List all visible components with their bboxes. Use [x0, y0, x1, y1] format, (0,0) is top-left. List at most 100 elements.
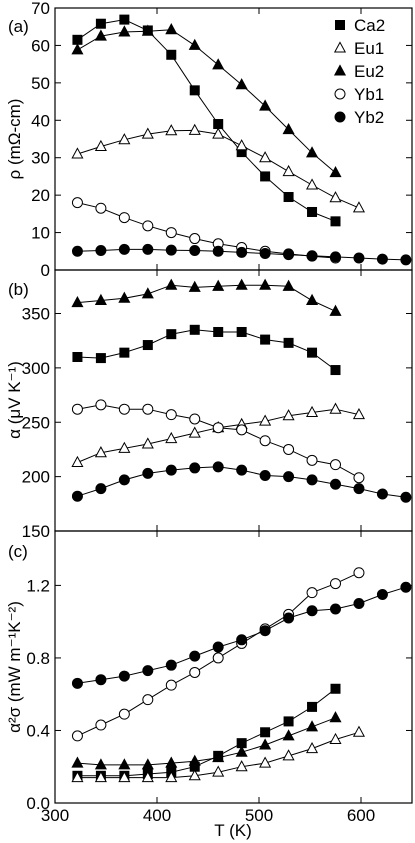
data-point-yb2 [330, 478, 341, 490]
y-tick-label: 300 [22, 359, 50, 378]
data-point-eu2 [259, 99, 272, 111]
data-point-ca2 [119, 14, 130, 25]
y-tick-label: 60 [31, 36, 50, 55]
data-point-ca2 [72, 34, 83, 45]
data-point-yb2 [259, 470, 271, 482]
data-point-yb2 [236, 464, 248, 476]
data-point-eu2 [235, 78, 248, 90]
legend-label: Yb2 [354, 108, 384, 127]
data-point-eu1 [141, 127, 154, 139]
legend-label: Eu1 [354, 39, 384, 58]
data-point-eu2 [71, 756, 84, 768]
data-point-eu2 [94, 293, 107, 305]
y-tick-label: 0.4 [26, 721, 50, 740]
data-point-eu2 [282, 122, 295, 135]
data-point-ca2 [260, 171, 271, 182]
data-point-eu2 [71, 295, 84, 308]
data-point-eu2 [329, 304, 342, 316]
data-point-yb2 [71, 490, 83, 502]
data-point-ca2 [189, 85, 200, 96]
data-point-yb2 [142, 665, 154, 677]
legend-marker-ca2 [335, 20, 345, 30]
data-point-yb2 [376, 588, 388, 600]
data-point-eu1 [306, 178, 319, 190]
data-point-yb2 [189, 462, 201, 474]
series-line-eu2 [77, 717, 336, 766]
data-point-yb1 [353, 567, 365, 579]
panel-a: (a) ρ (mΩ-cm) 0 10 20 30 40 50 60 70 Ca2 Eu1 Eu2 Y… [5, 0, 413, 280]
panel-a-ylabel: ρ (mΩ-cm) [5, 99, 24, 180]
data-point-eu2 [329, 166, 342, 178]
data-point-ca2 [330, 216, 341, 227]
data-point-yb2 [330, 251, 341, 263]
data-point-yb2 [306, 605, 318, 617]
data-point-yb2 [376, 488, 388, 500]
panel-a-series [71, 14, 412, 266]
data-point-eu1 [282, 164, 295, 177]
data-point-eu1 [259, 151, 272, 163]
y-tick-label: 0.0 [26, 794, 50, 813]
data-point-yb2 [189, 650, 201, 662]
data-point-yb1 [165, 679, 177, 691]
data-point-ca2 [307, 206, 318, 217]
data-point-eu2 [141, 287, 154, 299]
data-point-yb1 [212, 422, 224, 434]
data-point-eu1 [141, 770, 154, 783]
data-point-yb2 [71, 245, 83, 257]
data-point-ca2 [166, 329, 177, 340]
data-point-yb1 [330, 578, 341, 590]
data-point-yb1 [118, 212, 130, 224]
data-point-eu1 [212, 765, 225, 777]
y-tick-label: 1.2 [26, 576, 50, 595]
data-point-eu2 [118, 291, 131, 303]
panel-c-label: (c) [8, 542, 28, 561]
data-point-yb1 [165, 227, 177, 239]
y-tick-label: 0 [41, 261, 50, 280]
data-point-yb2 [283, 471, 295, 483]
data-point-yb1 [353, 472, 365, 484]
legend-label: Ca2 [354, 16, 385, 35]
x-tick-label: 600 [347, 806, 375, 825]
series-line-eu2 [77, 284, 336, 312]
data-point-yb2 [71, 677, 83, 689]
data-point-ca2 [236, 326, 247, 337]
data-point-eu1 [94, 770, 107, 783]
data-point-ca2 [307, 701, 318, 712]
y-tick-label: 350 [22, 305, 50, 324]
data-point-yb2 [376, 253, 388, 265]
data-point-eu1 [352, 407, 365, 420]
data-point-yb1 [118, 403, 130, 415]
data-point-ca2 [260, 727, 271, 738]
data-point-ca2 [166, 49, 177, 60]
data-point-yb1 [212, 652, 224, 664]
data-point-eu1 [71, 147, 84, 159]
legend-marker-yb2 [334, 111, 346, 123]
data-point-eu1 [259, 756, 272, 768]
data-point-ca2 [95, 353, 106, 364]
data-point-yb2 [118, 670, 130, 682]
data-point-yb1 [142, 694, 154, 706]
data-point-yb1 [95, 719, 107, 731]
data-point-ca2 [72, 352, 83, 362]
data-point-eu2 [282, 279, 295, 291]
x-tick-label: 300 [41, 806, 69, 825]
data-point-eu1 [165, 770, 178, 783]
data-point-eu2 [188, 754, 201, 766]
x-tick-label: 400 [143, 806, 171, 825]
data-point-eu2 [118, 758, 131, 770]
data-point-eu2 [188, 280, 201, 292]
data-point-yb2 [95, 674, 107, 686]
data-point-yb1 [71, 730, 83, 742]
data-point-eu1 [235, 139, 248, 151]
data-point-ca2 [95, 18, 106, 29]
data-point-yb2 [353, 598, 365, 610]
data-point-eu1 [235, 760, 248, 772]
data-point-yb2 [189, 245, 201, 257]
data-point-yb1 [71, 403, 83, 415]
panel-c-yticks: 0.0 0.4 0.8 1.2 [26, 531, 412, 813]
legend-label: Eu2 [354, 62, 384, 81]
data-point-yb1 [306, 454, 318, 466]
data-point-yb2 [283, 612, 295, 624]
panel-c: (c) α²σ (mW m⁻¹K⁻²) 0.0 0.4 0.8 1.2 300 400 5… [5, 530, 413, 840]
data-point-yb1 [189, 666, 201, 678]
